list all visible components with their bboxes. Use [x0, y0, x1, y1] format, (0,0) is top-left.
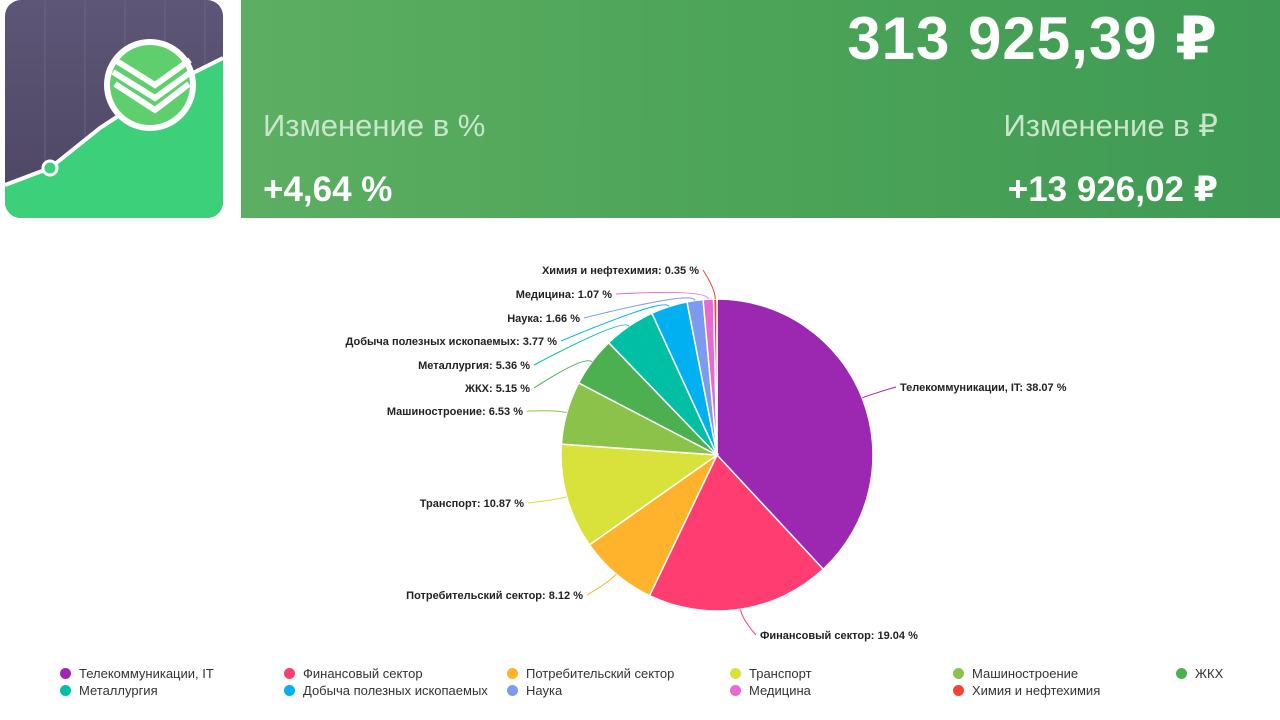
legend-label: Телекоммуникации, IT — [79, 666, 214, 681]
legend-dot-icon — [953, 668, 964, 679]
data-label-химия-и-нефтехимия: Химия и нефтехимия: 0.35 % — [542, 265, 699, 277]
portfolio-total: 313 925,39 ₽ — [847, 5, 1218, 72]
legend-label: Транспорт — [749, 666, 812, 681]
legend-item-потребительский-сектор[interactable]: Потребительский сектор — [507, 666, 674, 681]
sector-pie-chart: Телекоммуникации, IT: 38.07 % Финансовый … — [0, 218, 1280, 720]
data-label-телекоммуникации-it: Телекоммуникации, IT: 38.07 % — [900, 382, 1067, 394]
legend-item-финансовый-сектор[interactable]: Финансовый сектор — [284, 666, 423, 681]
legend-label: Медицина — [749, 683, 811, 698]
legend-item-транспорт[interactable]: Транспорт — [730, 666, 812, 681]
change-rub-label: Изменение в ₽ — [1003, 108, 1218, 143]
data-label-жкх: ЖКХ: 5.15 % — [464, 383, 530, 395]
connector-потребительский-сектор — [586, 573, 617, 596]
connector-жкх — [533, 360, 593, 389]
legend-dot-icon — [507, 685, 518, 696]
legend-label: Финансовый сектор — [303, 666, 423, 681]
legend-item-химия-и-нефтехимия[interactable]: Химия и нефтехимия — [953, 683, 1100, 698]
data-label-добыча-полезных-ископаемых: Добыча полезных ископаемых: 3.77 % — [346, 336, 558, 348]
connector-транспорт — [527, 496, 567, 504]
connector-наука — [583, 297, 696, 319]
chart-legend: Телекоммуникации, IT Финансовый сектор Пот… — [60, 666, 1240, 706]
legend-label: ЖКХ — [1195, 666, 1224, 681]
data-label-машиностроение: Машиностроение: 6.53 % — [387, 406, 523, 418]
legend-dot-icon — [60, 685, 71, 696]
pie-slice-транспорт[interactable] — [560, 443, 720, 546]
data-label-наука: Наука: 1.66 % — [507, 313, 580, 325]
legend-dot-icon — [507, 668, 518, 679]
legend-label: Потребительский сектор — [526, 666, 675, 681]
legend-item-добыча-полезных-ископаемых[interactable]: Добыча полезных ископаемых — [284, 683, 488, 698]
legend-dot-icon — [60, 668, 71, 679]
legend-item-наука[interactable]: Наука — [507, 683, 562, 698]
legend-item-медицина[interactable]: Медицина — [730, 683, 811, 698]
change-pct-value: +4,64 % — [263, 170, 393, 209]
legend-item-машиностроение[interactable]: Машиностроение — [953, 666, 1078, 681]
legend-item-телекоммуникации-it[interactable]: Телекоммуникации, IT — [60, 666, 214, 681]
connector-телекоммуникации-it — [861, 386, 897, 399]
data-label-металлургия: Металлургия: 5.36 % — [418, 360, 530, 372]
legend-label: Металлургия — [79, 683, 158, 698]
connector-машиностроение — [526, 410, 567, 414]
data-label-транспорт: Транспорт: 10.87 % — [420, 498, 525, 510]
data-label-медицина: Медицина: 1.07 % — [516, 289, 612, 301]
connector-металлургия — [533, 324, 630, 366]
connector-химия-и-нефтехимия — [702, 269, 716, 300]
connector-добыча-полезных-ископаемых — [560, 304, 670, 342]
legend-label: Наука — [526, 683, 563, 698]
pie-slice-финансовый-сектор[interactable] — [648, 453, 825, 612]
data-label-потребительский-сектор: Потребительский сектор: 8.12 % — [406, 590, 583, 602]
legend-item-металлургия[interactable]: Металлургия — [60, 683, 158, 698]
legend-dot-icon — [730, 685, 741, 696]
legend-dot-icon — [284, 685, 295, 696]
sber-invest-icon — [5, 0, 223, 218]
connector-медицина — [615, 291, 709, 300]
portfolio-summary: 313 925,39 ₽ Изменение в % Изменение в ₽… — [241, 0, 1280, 218]
legend-dot-icon — [730, 668, 741, 679]
legend-dot-icon — [953, 685, 964, 696]
change-pct-label: Изменение в % — [263, 108, 486, 143]
data-label-финансовый-сектор: Финансовый сектор: 19.04 % — [760, 630, 918, 642]
legend-dot-icon — [284, 668, 295, 679]
legend-label: Машиностроение — [972, 666, 1079, 681]
legend-label: Химия и нефтехимия — [972, 683, 1101, 698]
change-rub-value: +13 926,02 ₽ — [1007, 170, 1218, 209]
connector-финансовый-сектор — [739, 609, 757, 636]
legend-item-жкх[interactable]: ЖКХ — [1176, 666, 1223, 681]
legend-dot-icon — [1176, 668, 1187, 679]
legend-label: Добыча полезных ископаемых — [303, 683, 488, 698]
